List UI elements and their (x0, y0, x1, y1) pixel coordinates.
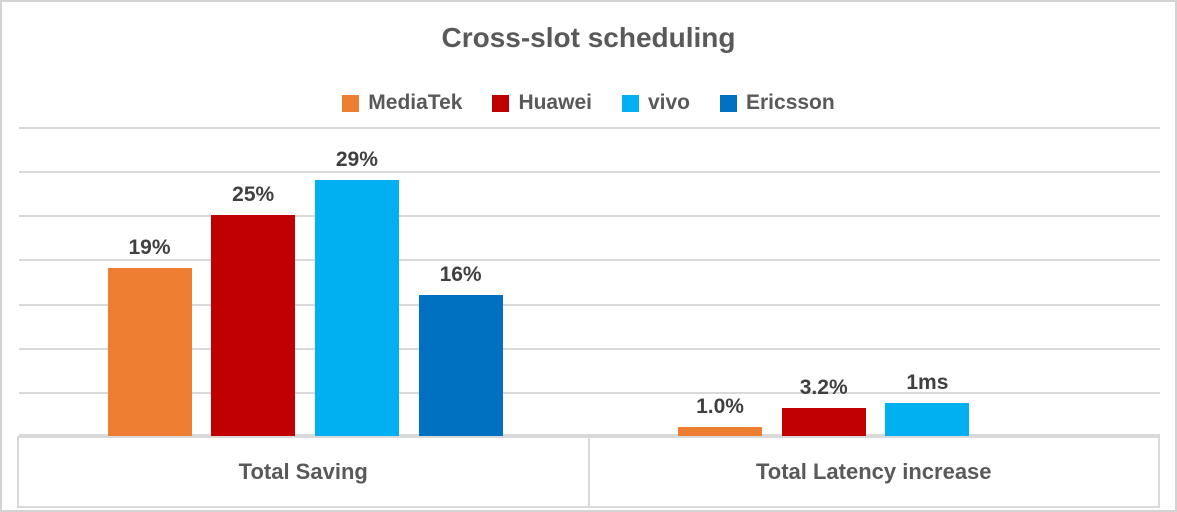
bar-vivo-latency (885, 403, 970, 436)
category-axis: Total Saving Total Latency increase (17, 436, 1160, 508)
legend-item-vivo: vivo (621, 91, 690, 115)
gridline (19, 171, 1160, 174)
gridline (19, 391, 1160, 394)
plot-area: 19% 25% 29% 16% 1.0% 3.2% 1ms (19, 127, 1160, 436)
legend-swatch-icon (621, 94, 639, 112)
gridline (19, 215, 1160, 218)
gridline (19, 127, 1160, 129)
legend-swatch-icon (492, 94, 510, 112)
gridline (19, 347, 1160, 350)
legend-item-mediatek: MediaTek (342, 91, 462, 115)
legend-swatch-icon (720, 94, 737, 112)
data-label-huawei-saving: 25% (232, 183, 275, 207)
bar-vivo-saving (314, 179, 399, 436)
gridline (19, 303, 1160, 306)
legend-swatch-icon (342, 94, 360, 112)
data-label-vivo-saving: 29% (335, 147, 378, 171)
legend-label: Huawei (518, 91, 592, 114)
chart-legend: MediaTek Huawei vivo Ericsson (2, 88, 1175, 118)
chart-title: Cross-slot scheduling (441, 22, 736, 53)
legend-item-ericsson: Ericsson (720, 91, 835, 115)
x-axis-line (19, 434, 1160, 436)
bar-mediatek-latency (678, 427, 762, 436)
category-label-total-latency-increase: Total Latency increase (587, 438, 1159, 506)
legend-label: MediaTek (368, 91, 463, 114)
category-label-total-saving: Total Saving (238, 459, 368, 484)
legend-label: Ericsson (746, 91, 835, 114)
data-label-vivo-latency: 1ms (906, 371, 949, 395)
bar-mediatek-saving (107, 268, 192, 436)
bar-ericsson-saving (418, 294, 503, 436)
legend-item-huawei: Huawei (492, 91, 592, 115)
data-label-mediatek-latency: 1.0% (696, 395, 744, 419)
data-label-mediatek-saving: 19% (128, 236, 171, 260)
gridline (19, 259, 1160, 262)
data-label-huawei-latency: 3.2% (799, 375, 848, 399)
legend-label: vivo (647, 91, 690, 114)
bar-huawei-latency (781, 407, 866, 436)
data-label-ericsson-saving: 16% (439, 262, 482, 286)
bar-huawei-saving (211, 215, 296, 436)
